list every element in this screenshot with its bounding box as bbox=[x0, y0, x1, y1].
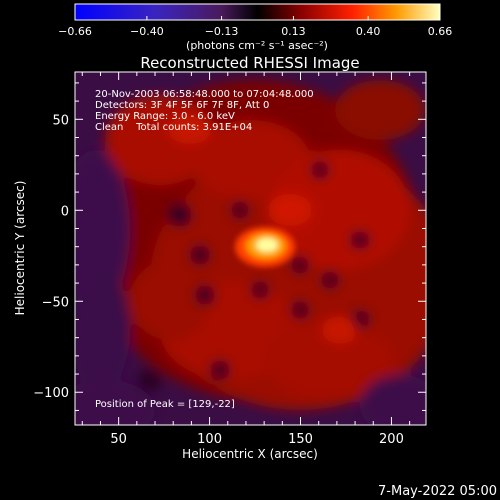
heatmap-image bbox=[75, 72, 426, 425]
colorbar bbox=[74, 3, 441, 21]
colorbar-label: (photons cm⁻² s⁻¹ asec⁻²) bbox=[186, 39, 328, 52]
footer-date: 7-May-2022 05:00 bbox=[378, 484, 497, 499]
x-tick-label: 200 bbox=[379, 432, 404, 447]
x-tick-label: 100 bbox=[197, 432, 222, 447]
colorbar-tick-label: −0.66 bbox=[58, 25, 92, 38]
annotation-detectors: Detectors: 3F 4F 5F 6F 7F 8F, Att 0 bbox=[95, 100, 269, 111]
x-axis-label: Heliocentric X (arcsec) bbox=[182, 447, 318, 461]
colorbar-tick-label: 0.13 bbox=[281, 25, 306, 38]
annotation-time-range: 20-Nov-2003 06:58:48.000 to 07:04:48.000 bbox=[95, 89, 314, 100]
annotation-clean-counts: Clean Total counts: 3.91E+04 bbox=[95, 122, 252, 133]
chart-title: Reconstructed RHESSI Image bbox=[140, 54, 359, 72]
colorbar-tick-label: −0.13 bbox=[205, 25, 239, 38]
annotation-peak-position: Position of Peak = [129,-22] bbox=[95, 399, 235, 410]
y-tick-label: −50 bbox=[42, 295, 69, 310]
colorbar-tick-label: 0.66 bbox=[428, 25, 453, 38]
colorbar-tick-label: −0.40 bbox=[130, 25, 164, 38]
colorbar-ticks: −0.66 −0.40 −0.13 0.13 0.40 0.66 bbox=[58, 16, 452, 38]
colorbar-tick-label: 0.40 bbox=[356, 25, 381, 38]
y-tick-label: −100 bbox=[33, 386, 69, 401]
y-axis-label: Heliocentric Y (arcsec) bbox=[13, 181, 27, 316]
y-tick-label: 50 bbox=[52, 113, 69, 128]
plot-frame bbox=[74, 71, 427, 426]
y-tick-label: 0 bbox=[61, 204, 69, 219]
axis-ticks: 50 100 150 200 50 0 −50 −100 bbox=[33, 72, 426, 447]
x-tick-label: 50 bbox=[110, 432, 127, 447]
x-tick-label: 150 bbox=[288, 432, 313, 447]
annotation-energy-range: Energy Range: 3.0 - 6.0 keV bbox=[95, 111, 235, 122]
